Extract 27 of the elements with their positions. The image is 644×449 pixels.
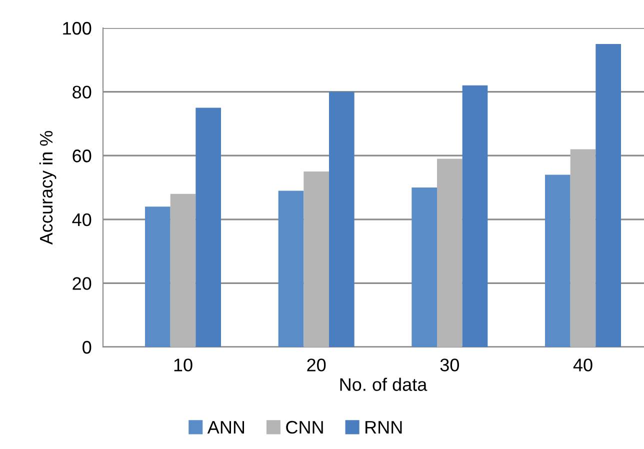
x-tick-label: 30 [440, 358, 460, 372]
bar [437, 158, 462, 347]
y-tick-label: 20 [72, 277, 92, 290]
bar [278, 190, 304, 347]
y-tick-label: 0 [82, 340, 92, 354]
legend-label: CNN [286, 420, 323, 434]
x-tick-label: 10 [174, 358, 192, 372]
y-tick-label: 80 [72, 86, 92, 99]
bar [412, 188, 437, 347]
bar [170, 194, 196, 347]
bar [570, 149, 596, 347]
x-axis-title: No. of data [340, 378, 428, 391]
bar [329, 92, 354, 347]
legend-label: RNN [366, 421, 402, 434]
bar [304, 172, 329, 347]
bar [196, 108, 221, 347]
x-tick-label: 20 [307, 358, 326, 372]
bar [596, 44, 621, 347]
bar [545, 174, 570, 347]
x-tick-label: 40 [573, 358, 592, 372]
y-tick-label: 40 [72, 213, 92, 226]
bar [462, 85, 488, 347]
y-axis-title: Accuracy in % [39, 130, 56, 245]
legend-label: ANN [207, 421, 244, 434]
y-tick-label: 60 [72, 150, 92, 162]
bar [145, 206, 170, 347]
y-tick-label: 100 [63, 22, 92, 35]
